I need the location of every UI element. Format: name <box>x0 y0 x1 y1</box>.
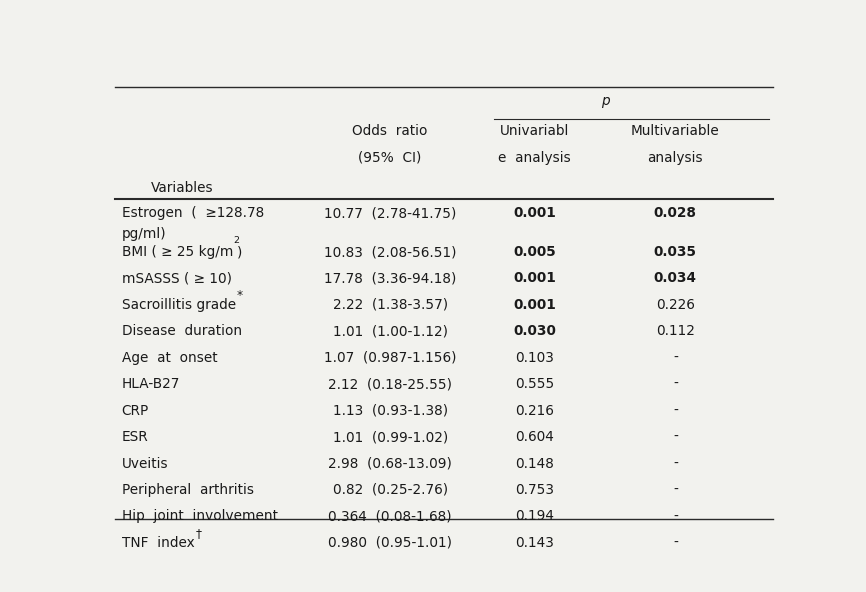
Text: 1.01  (0.99-1.02): 1.01 (0.99-1.02) <box>333 430 448 444</box>
Text: 1.13  (0.93-1.38): 1.13 (0.93-1.38) <box>333 404 448 417</box>
Text: Sacroillitis grade: Sacroillitis grade <box>121 298 236 312</box>
Text: 0.148: 0.148 <box>515 456 554 471</box>
Text: 2.98  (0.68-13.09): 2.98 (0.68-13.09) <box>328 456 452 471</box>
Text: 0.112: 0.112 <box>656 324 695 338</box>
Text: 0.216: 0.216 <box>515 404 554 417</box>
Text: 0.028: 0.028 <box>654 206 697 220</box>
Text: *: * <box>236 289 243 302</box>
Text: -: - <box>673 404 678 417</box>
Text: ESR: ESR <box>121 430 148 444</box>
Text: Disease  duration: Disease duration <box>121 324 242 338</box>
Text: 0.005: 0.005 <box>513 245 556 259</box>
Text: 0.035: 0.035 <box>654 245 697 259</box>
Text: ): ) <box>236 245 242 259</box>
Text: †: † <box>196 527 202 540</box>
Text: -: - <box>673 456 678 471</box>
Text: HLA-B27: HLA-B27 <box>121 377 180 391</box>
Text: 1.01  (1.00-1.12): 1.01 (1.00-1.12) <box>333 324 448 338</box>
Text: (95%  CI): (95% CI) <box>359 150 422 165</box>
Text: -: - <box>673 509 678 523</box>
Text: Univariabl: Univariabl <box>500 124 569 138</box>
Text: Peripheral  arthritis: Peripheral arthritis <box>121 483 254 497</box>
Text: pg/ml): pg/ml) <box>121 227 166 241</box>
Text: 2.12  (0.18-25.55): 2.12 (0.18-25.55) <box>328 377 452 391</box>
Text: Estrogen  (  ≥128.78: Estrogen ( ≥128.78 <box>121 206 264 220</box>
Text: Multivariable: Multivariable <box>631 124 720 138</box>
Text: 2.22  (1.38-3.57): 2.22 (1.38-3.57) <box>333 298 448 312</box>
Text: Hip  joint  involvement: Hip joint involvement <box>121 509 278 523</box>
Text: CRP: CRP <box>121 404 149 417</box>
Text: 0.555: 0.555 <box>514 377 554 391</box>
Text: 0.753: 0.753 <box>515 483 554 497</box>
Text: Variables: Variables <box>151 181 213 195</box>
Text: 0.143: 0.143 <box>515 536 554 550</box>
Text: 0.001: 0.001 <box>513 272 556 285</box>
Text: Age  at  onset: Age at onset <box>121 351 217 365</box>
Text: -: - <box>673 483 678 497</box>
Text: 0.103: 0.103 <box>515 351 554 365</box>
Text: 0.030: 0.030 <box>513 324 556 338</box>
Text: -: - <box>673 377 678 391</box>
Text: 0.980  (0.95-1.01): 0.980 (0.95-1.01) <box>328 536 452 550</box>
Text: 0.001: 0.001 <box>513 298 556 312</box>
Text: analysis: analysis <box>648 150 703 165</box>
Text: 0.001: 0.001 <box>513 206 556 220</box>
Text: -: - <box>673 351 678 365</box>
Text: BMI ( ≥ 25 kg/m: BMI ( ≥ 25 kg/m <box>121 245 233 259</box>
Text: 0.226: 0.226 <box>656 298 695 312</box>
Text: 0.364  (0.08-1.68): 0.364 (0.08-1.68) <box>328 509 452 523</box>
Text: p: p <box>601 94 609 108</box>
Text: Odds  ratio: Odds ratio <box>352 124 428 138</box>
Text: 0.034: 0.034 <box>654 272 697 285</box>
Text: mSASSS ( ≥ 10): mSASSS ( ≥ 10) <box>121 272 232 285</box>
Text: 0.604: 0.604 <box>515 430 554 444</box>
Text: -: - <box>673 430 678 444</box>
Text: 10.83  (2.08-56.51): 10.83 (2.08-56.51) <box>324 245 456 259</box>
Text: 2: 2 <box>233 236 239 244</box>
Text: 1.07  (0.987-1.156): 1.07 (0.987-1.156) <box>324 351 456 365</box>
Text: 17.78  (3.36-94.18): 17.78 (3.36-94.18) <box>324 272 456 285</box>
Text: 0.194: 0.194 <box>515 509 554 523</box>
Text: 0.82  (0.25-2.76): 0.82 (0.25-2.76) <box>333 483 448 497</box>
Text: 10.77  (2.78-41.75): 10.77 (2.78-41.75) <box>324 206 456 220</box>
Text: TNF  index: TNF index <box>121 536 195 550</box>
Text: e  analysis: e analysis <box>498 150 571 165</box>
Text: Uveitis: Uveitis <box>121 456 168 471</box>
Text: -: - <box>673 536 678 550</box>
